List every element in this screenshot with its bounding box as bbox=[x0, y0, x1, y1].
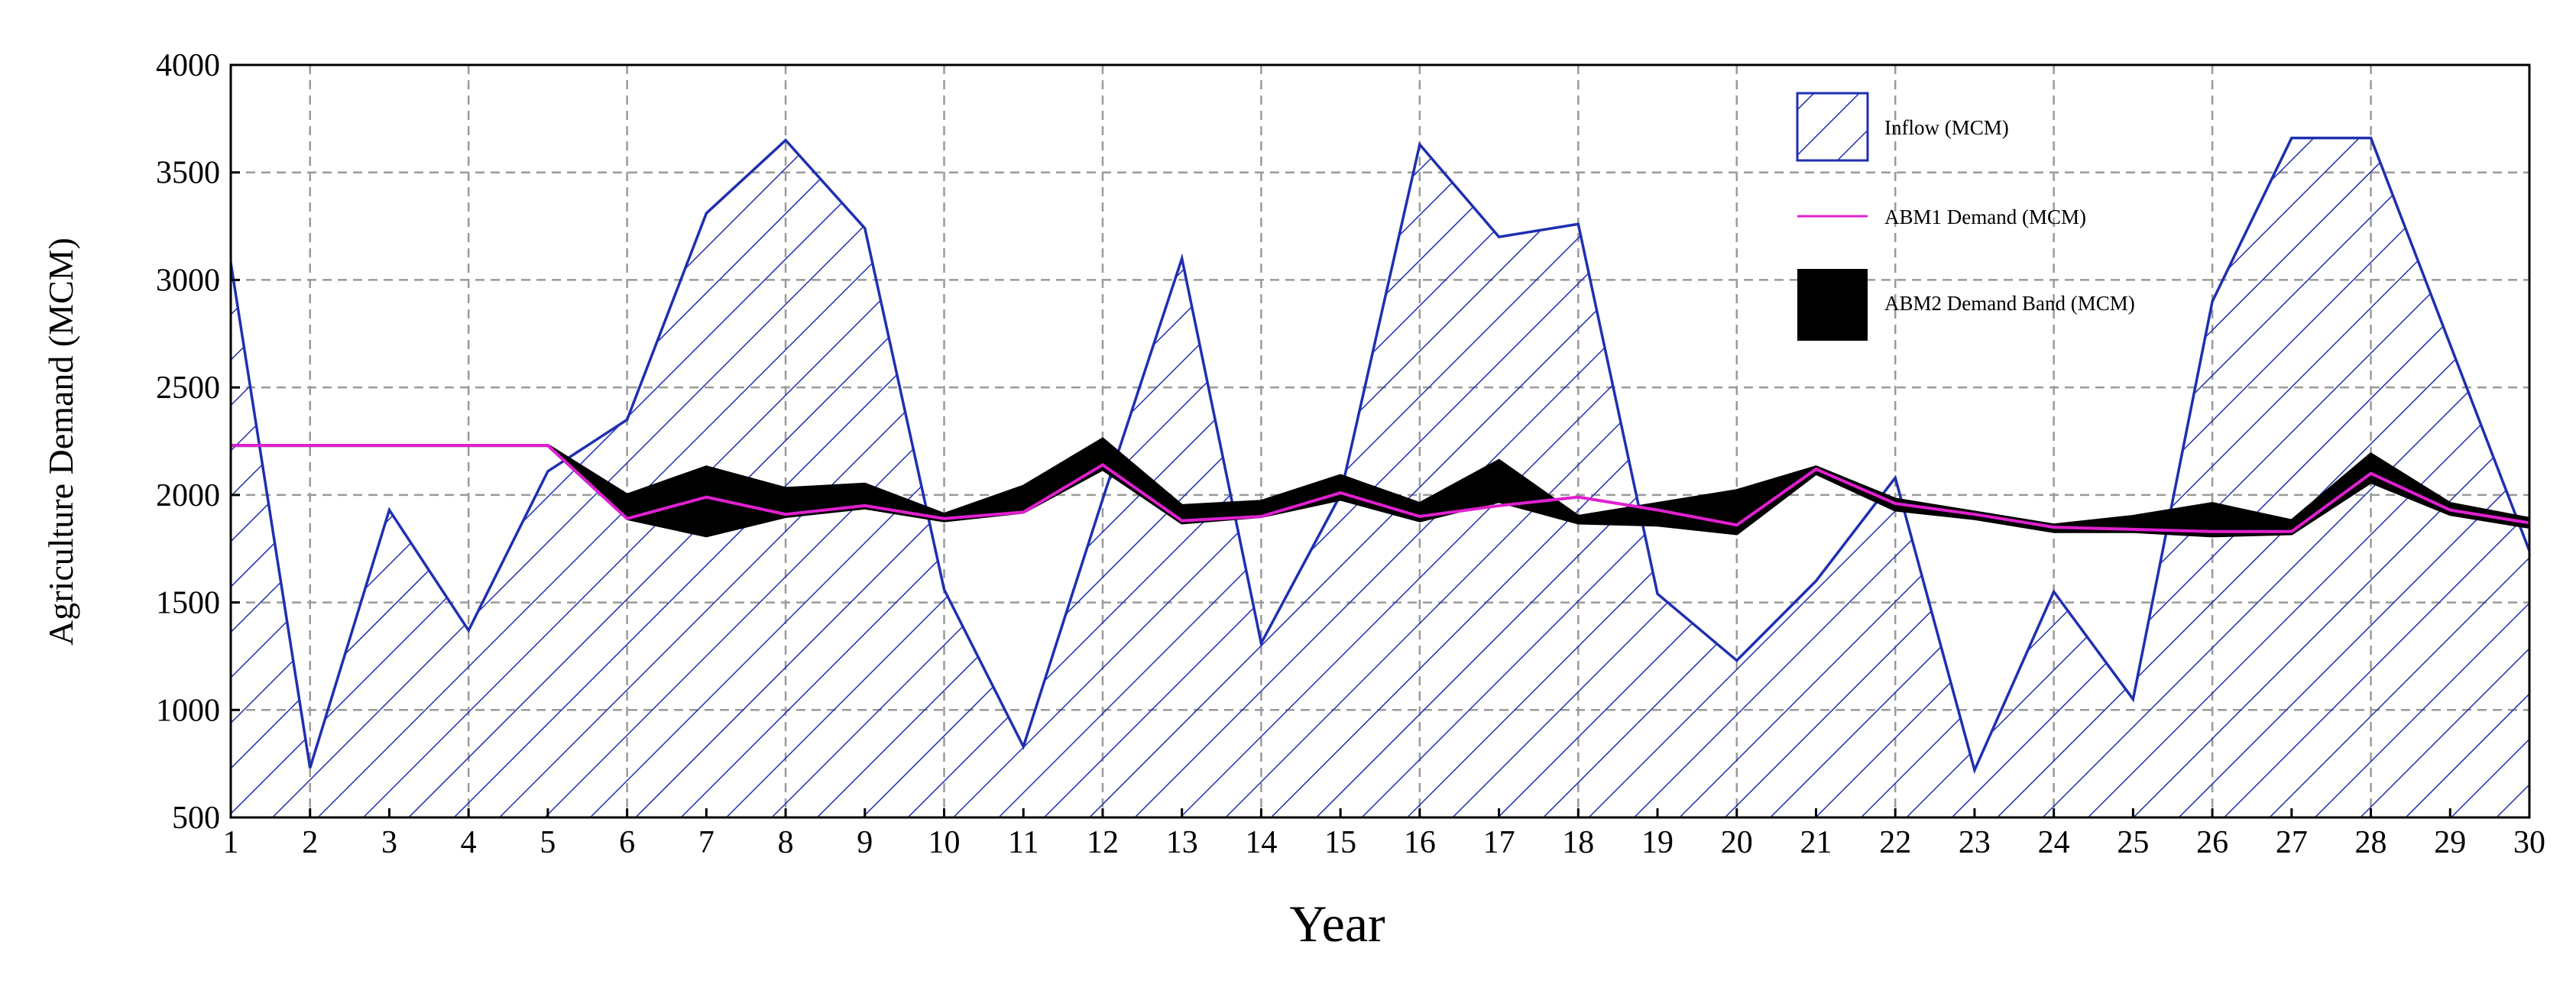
legend-swatch-inflow bbox=[1796, 92, 1869, 162]
inflow-area-layer bbox=[231, 136, 2529, 817]
x-tick-label: 30 bbox=[2513, 825, 2545, 860]
x-tick-label: 21 bbox=[1800, 825, 1832, 860]
x-axis: 1 2 3 4 5 6 7 8 9 10 11 12 13 14 15 16 17 18 19 20 21 22 23 24 2… bbox=[223, 808, 2545, 860]
y-tick-label: 3500 bbox=[156, 156, 220, 191]
inflow-line bbox=[231, 136, 2529, 775]
x-tick-label: 24 bbox=[2038, 825, 2070, 860]
y-tick-label: 2500 bbox=[156, 371, 220, 406]
x-tick-label: 6 bbox=[619, 825, 635, 860]
x-tick-label: 17 bbox=[1483, 825, 1515, 860]
x-tick-label: 4 bbox=[461, 825, 477, 860]
x-tick-label: 26 bbox=[2196, 825, 2228, 860]
legend-swatch-abm2 bbox=[1797, 269, 1868, 341]
inflow-area bbox=[231, 138, 2529, 817]
x-tick-label: 3 bbox=[381, 825, 397, 860]
legend: Inflow (MCM) ABM1 Demand (MCM) ABM2 Dema… bbox=[1796, 92, 2135, 341]
x-tick-label: 12 bbox=[1087, 825, 1119, 860]
x-tick-label: 16 bbox=[1404, 825, 1436, 860]
x-tick-label: 1 bbox=[223, 825, 239, 860]
legend-label-abm2: ABM2 Demand Band (MCM) bbox=[1884, 292, 2135, 315]
x-tick-label: 2 bbox=[302, 825, 318, 860]
x-tick-label: 22 bbox=[1879, 825, 1911, 860]
x-tick-label: 18 bbox=[1562, 825, 1594, 860]
x-tick-label: 27 bbox=[2276, 825, 2308, 860]
x-tick-label: 7 bbox=[698, 825, 714, 860]
x-tick-label: 5 bbox=[540, 825, 556, 860]
x-tick-label: 20 bbox=[1721, 825, 1753, 860]
x-axis-title: Year bbox=[1289, 895, 1385, 953]
y-tick-label: 2000 bbox=[156, 478, 220, 513]
y-axis: 500 1000 1500 2000 2500 3000 3500 4000 bbox=[156, 48, 240, 836]
x-tick-label: 11 bbox=[1008, 825, 1039, 860]
legend-label-inflow: Inflow (MCM) bbox=[1884, 116, 2009, 139]
x-tick-label: 8 bbox=[778, 825, 794, 860]
x-tick-label: 10 bbox=[928, 825, 961, 860]
x-tick-label: 9 bbox=[857, 825, 873, 860]
x-tick-label: 14 bbox=[1245, 825, 1277, 860]
x-tick-label: 13 bbox=[1166, 825, 1198, 860]
plot-frame bbox=[229, 63, 2531, 819]
legend-label-abm1: ABM1 Demand (MCM) bbox=[1884, 206, 2086, 228]
y-tick-label: 1500 bbox=[156, 586, 220, 621]
y-tick-label: 1000 bbox=[156, 693, 220, 728]
y-tick-label: 4000 bbox=[156, 48, 220, 83]
x-tick-label: 25 bbox=[2117, 825, 2149, 860]
x-tick-label: 15 bbox=[1324, 825, 1356, 860]
x-tick-label: 28 bbox=[2355, 825, 2387, 860]
y-axis-title: Agriculture Demand (MCM) bbox=[41, 238, 80, 646]
y-tick-label: 3000 bbox=[156, 263, 220, 298]
x-tick-label: 19 bbox=[1641, 825, 1674, 860]
abm1-line-layer bbox=[231, 444, 2529, 533]
abm1-line bbox=[231, 444, 2529, 533]
x-tick-label: 23 bbox=[1959, 825, 1991, 860]
x-tick-label: 29 bbox=[2434, 825, 2466, 860]
y-tick-label: 500 bbox=[172, 801, 220, 836]
